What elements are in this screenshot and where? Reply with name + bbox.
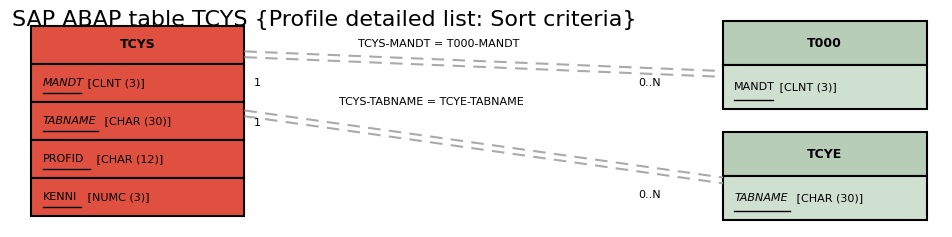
Text: [CLNT (3)]: [CLNT (3)] xyxy=(775,82,836,92)
Text: MANDT: MANDT xyxy=(733,82,774,92)
Text: [CHAR (12)]: [CHAR (12)] xyxy=(92,154,163,164)
Text: TABNAME: TABNAME xyxy=(733,193,787,203)
Text: PROFID: PROFID xyxy=(43,154,84,164)
Text: TCYE: TCYE xyxy=(806,148,842,161)
Text: MANDT: MANDT xyxy=(43,78,84,88)
Text: 1: 1 xyxy=(253,78,261,88)
Bar xyxy=(31,64,244,102)
Text: 1: 1 xyxy=(253,118,261,128)
Bar xyxy=(722,65,925,109)
Text: T000: T000 xyxy=(806,37,842,50)
Text: SAP ABAP table TCYS {Profile detailed list: Sort criteria}: SAP ABAP table TCYS {Profile detailed li… xyxy=(12,10,636,30)
Text: TCYS-MANDT = T000-MANDT: TCYS-MANDT = T000-MANDT xyxy=(358,39,519,49)
Bar xyxy=(31,102,244,140)
Text: TCYS-TABNAME = TCYE-TABNAME: TCYS-TABNAME = TCYE-TABNAME xyxy=(339,97,524,107)
Text: KENNI: KENNI xyxy=(43,192,77,202)
Bar xyxy=(722,132,925,176)
Text: TABNAME: TABNAME xyxy=(43,116,96,126)
Text: 0..N: 0..N xyxy=(638,190,661,200)
Bar xyxy=(31,178,244,216)
Text: TCYS: TCYS xyxy=(120,38,155,51)
Text: [CHAR (30)]: [CHAR (30)] xyxy=(101,116,170,126)
Text: 0..N: 0..N xyxy=(638,78,661,88)
Bar xyxy=(31,26,244,64)
Bar xyxy=(722,176,925,220)
Bar xyxy=(31,140,244,178)
Bar xyxy=(722,21,925,65)
Text: [NUMC (3)]: [NUMC (3)] xyxy=(84,192,149,202)
Text: [CLNT (3)]: [CLNT (3)] xyxy=(84,78,145,88)
Text: [CHAR (30)]: [CHAR (30)] xyxy=(792,193,862,203)
